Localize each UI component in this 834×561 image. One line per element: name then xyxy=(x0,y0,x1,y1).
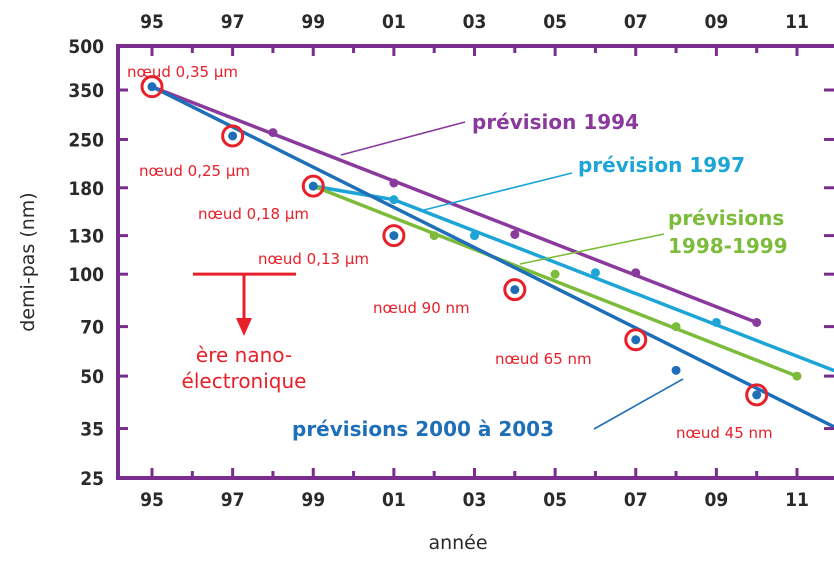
chart-labels: nœud 0,35 µm nœud 0,25 µm nœud 0,18 µm nœud… xyxy=(127,63,788,442)
node-ring xyxy=(745,383,769,407)
y-tick-label: 25 xyxy=(80,468,104,490)
node-ring xyxy=(221,124,245,148)
node-label: nœud 0,35 µm xyxy=(127,63,238,81)
x-tick-label-top: 07 xyxy=(624,11,648,33)
x-tick-label: 97 xyxy=(221,489,245,511)
data-point-p1994 xyxy=(268,128,278,138)
series-line-p1998 xyxy=(311,184,799,378)
node-ring xyxy=(382,224,406,248)
x-tick-label: 95 xyxy=(140,489,164,511)
series-line-p1994 xyxy=(150,84,759,325)
x-tick-label-top: 99 xyxy=(301,11,325,33)
node-ring xyxy=(503,278,527,302)
leader-line-p1998 xyxy=(519,233,665,265)
x-tick-label: 99 xyxy=(301,489,325,511)
y-tick-label: 50 xyxy=(80,366,104,388)
leader-line-p2000 xyxy=(593,378,684,430)
y-axis-title: demi-pas (nm) xyxy=(17,192,39,331)
node-point xyxy=(631,335,641,345)
nano-label: ère nano- xyxy=(196,343,292,367)
axis-ticks: 95 95 97 97 99 99 01 01 03 03 05 05 07 07 09 09 11 11 500 3… xyxy=(68,11,834,511)
x-tick-label: 07 xyxy=(624,489,648,511)
data-point-p1997 xyxy=(470,231,479,241)
x-tick-label-top: 09 xyxy=(704,11,728,33)
node-label: nœud 90 nm xyxy=(373,299,470,317)
y-tick-label: 130 xyxy=(68,226,104,248)
series-label-p2000: prévisions 2000 à 2003 xyxy=(292,417,554,441)
data-point-p1998 xyxy=(429,231,439,241)
node-ring xyxy=(624,328,648,352)
x-tick-label-top: 11 xyxy=(785,11,809,33)
data-point-p2000 xyxy=(671,365,681,375)
data-point-p1994 xyxy=(631,268,641,278)
y-tick-label: 250 xyxy=(68,129,104,151)
x-tick-label-top: 03 xyxy=(463,11,487,33)
series-label-p1994: prévision 1994 xyxy=(472,110,639,134)
series-label-p1998: prévisions xyxy=(668,206,784,230)
x-tick-label: 05 xyxy=(543,489,567,511)
series-line-p2000 xyxy=(150,84,834,429)
x-tick-label-top: 01 xyxy=(382,11,406,33)
data-point-p1998 xyxy=(550,269,560,279)
technology-nodes xyxy=(140,75,769,407)
x-tick-label: 01 xyxy=(382,489,406,511)
y-tick-label: 100 xyxy=(68,264,104,286)
series-label-p1997: prévision 1997 xyxy=(578,153,745,177)
data-point-p1998 xyxy=(792,371,802,381)
node-point xyxy=(228,131,238,141)
node-point xyxy=(752,390,762,400)
x-tick-label: 11 xyxy=(785,489,809,511)
x-tick-label-top: 97 xyxy=(221,11,245,33)
leader-line-p1997 xyxy=(423,172,573,211)
node-label: nœud 0,13 µm xyxy=(258,250,369,268)
node-label: nœud 45 nm xyxy=(676,424,773,442)
node-point xyxy=(147,82,157,92)
data-point-p1994 xyxy=(752,317,762,327)
x-tick-label: 03 xyxy=(463,489,487,511)
node-point xyxy=(308,181,318,191)
node-label: nœud 0,25 µm xyxy=(139,162,250,180)
data-point-p1994 xyxy=(510,229,520,239)
node-label: nœud 65 nm xyxy=(495,350,592,368)
y-tick-label: 180 xyxy=(68,178,104,200)
y-tick-label: 350 xyxy=(68,80,104,102)
x-tick-label: 09 xyxy=(704,489,728,511)
node-ring xyxy=(301,174,325,198)
y-tick-label: 500 xyxy=(68,36,104,58)
data-point-p1997 xyxy=(389,195,399,205)
x-tick-label-top: 05 xyxy=(543,11,567,33)
y-tick-label: 35 xyxy=(80,419,104,441)
data-point-p1997 xyxy=(711,317,721,327)
leader-line-p1994 xyxy=(340,121,466,156)
series-label-p1998: 1998-1999 xyxy=(668,234,788,258)
nano-arrow-head xyxy=(236,318,252,336)
forecast-series xyxy=(150,84,834,429)
node-label: nœud 0,18 µm xyxy=(198,205,309,223)
nano-label: électronique xyxy=(182,369,307,393)
node-point xyxy=(389,231,399,241)
y-tick-label: 70 xyxy=(80,317,104,339)
data-point-p1997 xyxy=(590,268,600,278)
node-ring xyxy=(140,75,164,99)
data-point-p1998 xyxy=(671,322,681,332)
x-tick-label-top: 95 xyxy=(140,11,164,33)
x-axis-title: année xyxy=(428,532,487,554)
node-point xyxy=(510,285,520,295)
data-point-p1994 xyxy=(389,178,399,188)
